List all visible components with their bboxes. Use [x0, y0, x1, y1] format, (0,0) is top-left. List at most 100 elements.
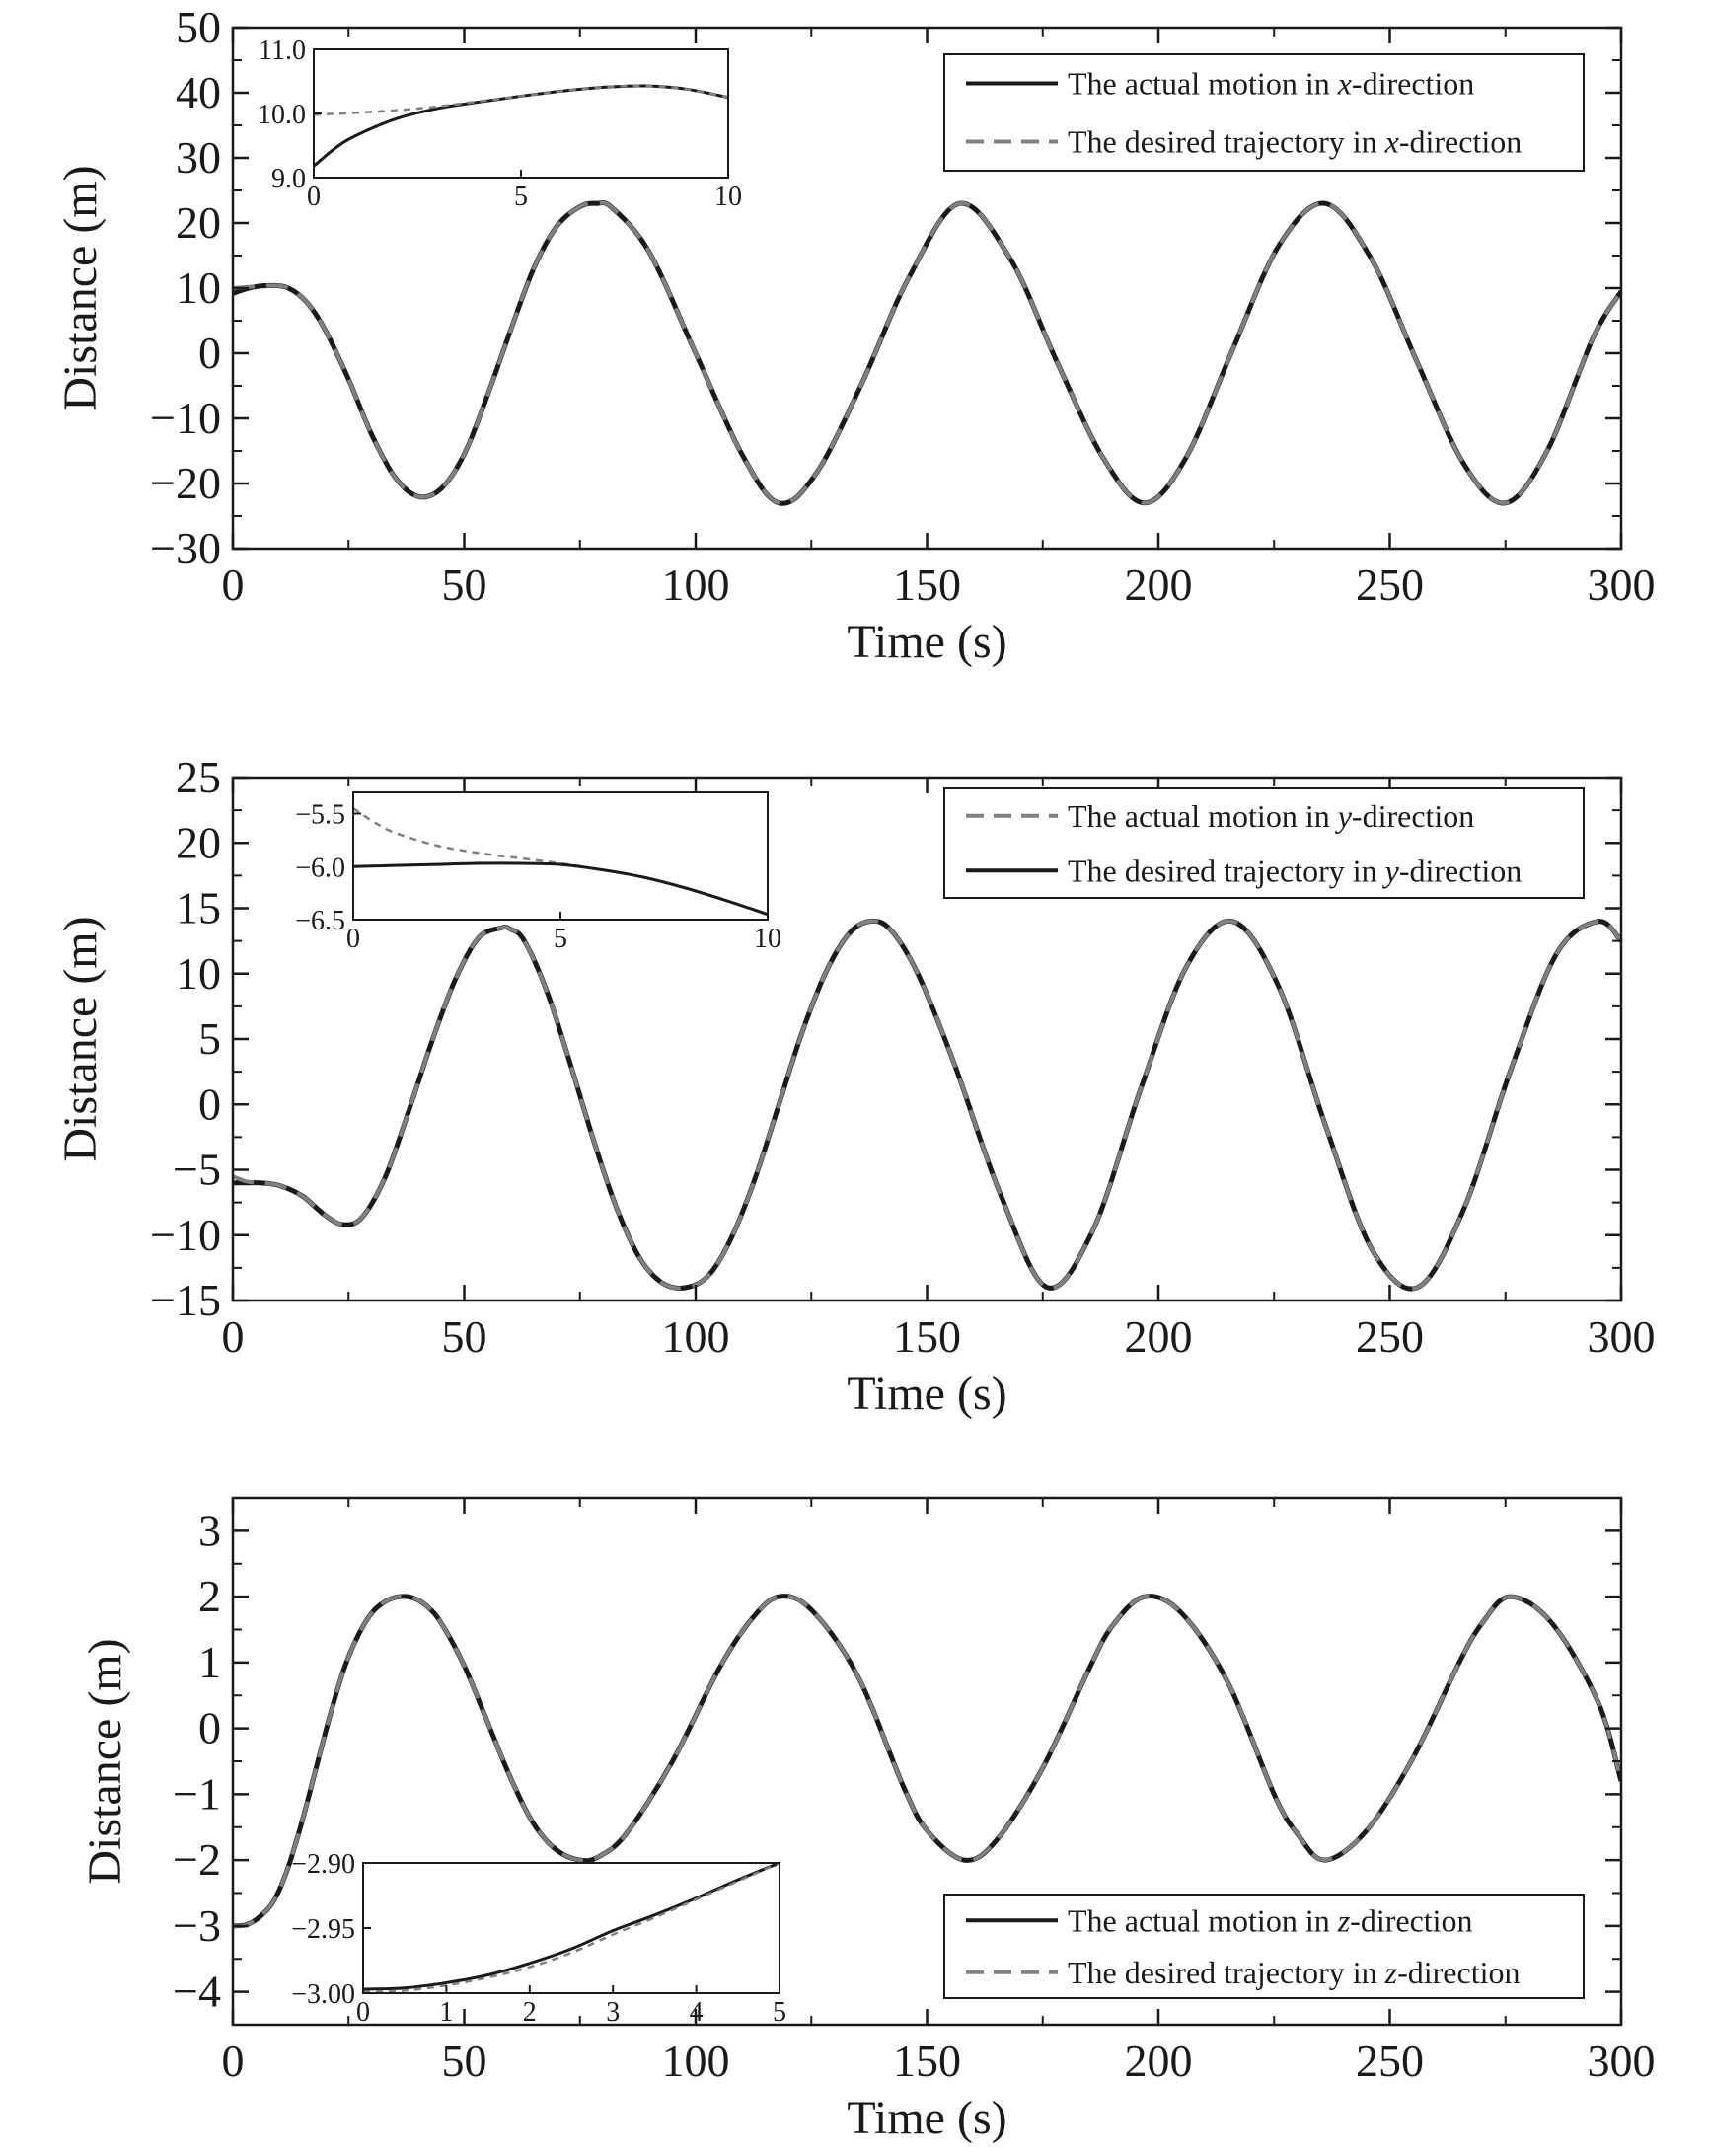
y-tick-label: 20 — [176, 197, 221, 248]
x-tick-label: 300 — [1588, 2036, 1656, 2086]
legend-box — [943, 787, 1585, 899]
legend-label: The desired trajectory in z-direction — [1068, 1955, 1520, 1990]
x-tick-label: 200 — [1125, 559, 1193, 610]
x-tick-label: 100 — [662, 1311, 730, 1362]
inset-x-tick-label: 5 — [773, 1997, 786, 2028]
y-tick-label: 30 — [176, 132, 221, 183]
y-tick-label: 2 — [198, 1571, 221, 1621]
series-line-desired-or-dashed-1 — [233, 919, 1621, 1292]
y-tick-label: 3 — [198, 1505, 221, 1555]
y-tick-label: 0 — [198, 1703, 221, 1753]
y-tick-label: 15 — [176, 883, 221, 933]
chart-panel-2: 0 50 100 150 200 250 300−15−10−50510152025Time… — [54, 752, 1656, 1420]
inset-y-tick-label: −3.00 — [291, 1979, 355, 2010]
inset-y-tick-label: −2.90 — [291, 1849, 355, 1880]
x-tick-label: 0 — [222, 1311, 245, 1362]
x-tick-label: 150 — [893, 2036, 961, 2086]
legend-label: The actual motion in x-direction — [1068, 66, 1474, 102]
x-tick-label: 0 — [222, 2036, 245, 2086]
inset-x-tick-label: 10 — [714, 182, 742, 212]
y-tick-label: 10 — [176, 948, 221, 999]
y-tick-label: −3 — [173, 1900, 221, 1951]
y-tick-label: −10 — [150, 393, 221, 443]
chart-panel-1: 0 50 100 150 200 250 300−30−20−1001020304050Ti… — [54, 2, 1656, 668]
x-tick-label: 0 — [222, 559, 245, 610]
x-tick-label: 150 — [893, 1311, 961, 1362]
legend-box — [943, 53, 1585, 172]
inset-y-tick-label: −5.5 — [295, 800, 345, 831]
x-tick-label: 50 — [442, 2036, 487, 2086]
inset-x-tick-label: 3 — [606, 1997, 620, 2028]
legend-box — [943, 1894, 1585, 1999]
inset-series-line-2 — [363, 1863, 780, 1993]
y-tick-label: 1 — [198, 1637, 221, 1687]
y-tick-label: −20 — [150, 458, 221, 508]
inset-y-tick-label: −2.95 — [291, 1914, 355, 1945]
inset-x-tick-label: 4 — [690, 1997, 704, 2028]
y-tick-label: 0 — [198, 328, 221, 378]
legend-label: The actual motion in z-direction — [1068, 1902, 1473, 1938]
y-tick-label: 5 — [198, 1013, 221, 1064]
y-tick-label: −30 — [150, 523, 221, 573]
x-tick-label: 300 — [1588, 559, 1656, 610]
y-tick-label: −2 — [173, 1834, 221, 1885]
inset-chart: 0 5 10 9.0 10.0 11.0 — [258, 36, 742, 212]
x-axis-label: Time (s) — [847, 2092, 1006, 2144]
inset-x-tick-label: 5 — [514, 182, 528, 212]
inset-chart: 0 1 2 3 4 5 −3.00 −2.95 −2.90 — [291, 1849, 786, 2028]
x-tick-label: 250 — [1356, 559, 1424, 610]
x-tick-label: 100 — [662, 559, 730, 610]
inset-chart: 0 5 10 −6.5 −6.0 −5.5 — [295, 791, 781, 954]
x-axis-label: Time (s) — [847, 1368, 1006, 1420]
inset-y-tick-label: −6.5 — [295, 906, 345, 936]
x-tick-label: 100 — [662, 2036, 730, 2086]
x-axis-label: Time (s) — [847, 616, 1006, 668]
y-tick-label: −4 — [173, 1967, 221, 2017]
y-axis-label: Distance (m) — [54, 165, 107, 410]
legend-label: The actual motion in y-direction — [1068, 798, 1474, 834]
inset-x-tick-label: 5 — [554, 924, 567, 954]
x-tick-label: 200 — [1125, 1311, 1193, 1362]
inset-x-tick-label: 0 — [307, 182, 321, 212]
inset-y-tick-label: 9.0 — [271, 164, 306, 194]
x-tick-label: 200 — [1125, 2036, 1193, 2086]
series-line-solid-2 — [233, 918, 1621, 1292]
inset-series-line-2 — [353, 861, 768, 917]
x-tick-label: 50 — [442, 1311, 487, 1362]
series-line-desired-or-dashed-2 — [233, 200, 1621, 506]
inset-x-tick-label: 1 — [439, 1997, 453, 2028]
x-tick-label: 300 — [1588, 1311, 1656, 1362]
y-tick-label: −5 — [173, 1145, 221, 1195]
legend: The actual motion in x-direction The desi… — [943, 53, 1585, 172]
y-tick-label: 25 — [176, 752, 221, 802]
legend: The actual motion in z-direction The desi… — [943, 1894, 1585, 1999]
inset-x-tick-label: 0 — [356, 1997, 370, 2028]
y-tick-label: 20 — [176, 817, 221, 867]
legend: The actual motion in y-direction The desi… — [943, 787, 1585, 899]
y-axis-label: Distance (m) — [54, 916, 107, 1161]
y-tick-label: −10 — [150, 1210, 221, 1260]
legend-label: The desired trajectory in y-direction — [1068, 853, 1522, 888]
y-tick-label: −1 — [173, 1768, 221, 1819]
x-tick-label: 250 — [1356, 2036, 1424, 2086]
x-tick-label: 250 — [1356, 1311, 1424, 1362]
inset-y-tick-label: −6.0 — [295, 853, 345, 883]
y-tick-label: 40 — [176, 67, 221, 117]
legend-label: The desired trajectory in x-direction — [1068, 124, 1522, 160]
y-tick-label: 10 — [176, 262, 221, 313]
y-tick-label: 50 — [176, 2, 221, 52]
x-tick-label: 150 — [893, 559, 961, 610]
inset-series-line-2 — [314, 84, 728, 116]
x-tick-label: 50 — [442, 559, 487, 610]
inset-x-tick-label: 0 — [346, 924, 360, 954]
series-line-desired-or-dashed-2 — [233, 1594, 1621, 1928]
y-tick-label: 0 — [198, 1078, 221, 1129]
inset-y-tick-label: 11.0 — [259, 36, 306, 66]
inset-y-tick-label: 10.0 — [258, 100, 306, 130]
inset-x-tick-label: 2 — [523, 1997, 537, 2028]
y-axis-label: Distance (m) — [79, 1638, 131, 1884]
inset-x-tick-label: 10 — [754, 924, 781, 954]
y-tick-label: −15 — [150, 1275, 221, 1325]
